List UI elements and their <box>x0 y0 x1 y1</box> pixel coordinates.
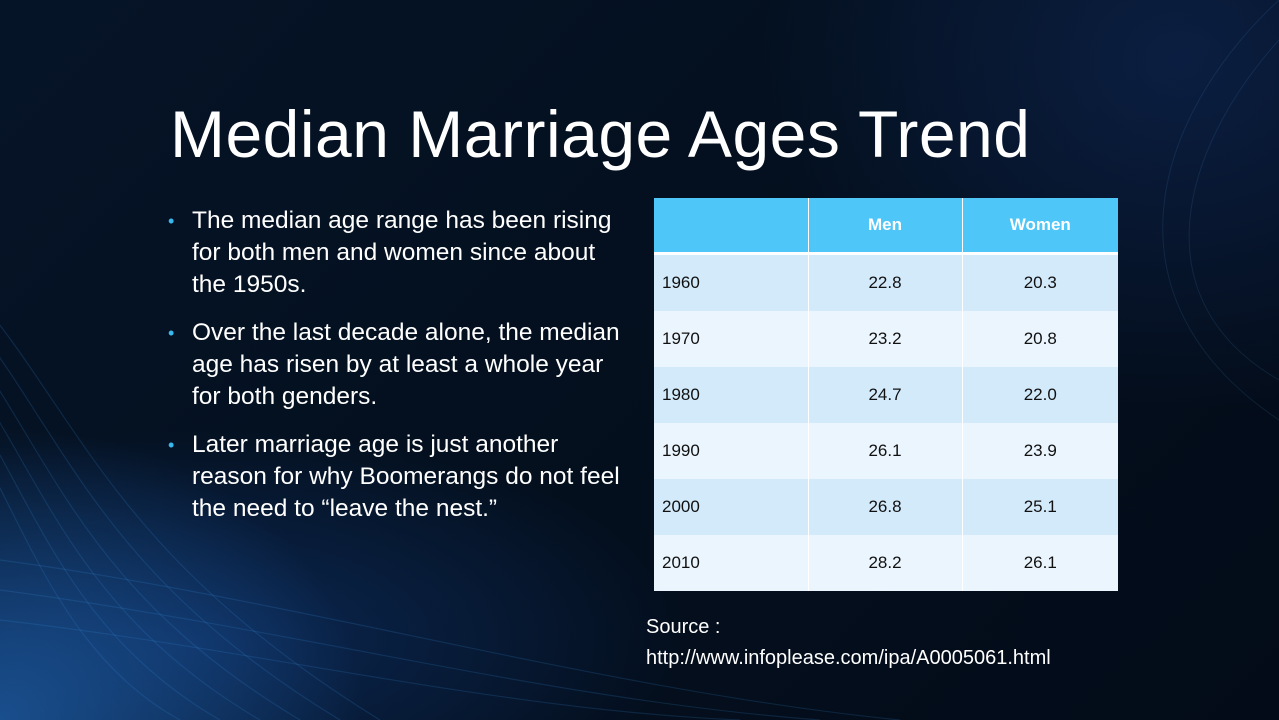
table-row: 1980 24.7 22.0 <box>654 367 1118 423</box>
table-cell-men: 24.7 <box>807 367 962 423</box>
table-row: 2010 28.2 26.1 <box>654 535 1118 591</box>
table-cell-year: 1970 <box>654 311 808 367</box>
table-cell-men: 28.2 <box>807 535 962 591</box>
marriage-age-table: Men Women 1960 22.8 20.3 1970 23.2 20.8 … <box>654 198 1118 591</box>
table-cell-year: 1980 <box>654 367 808 423</box>
table-cell-women: 22.0 <box>961 367 1118 423</box>
table-cell-men: 22.8 <box>807 253 962 311</box>
bullet-item: • The median age range has been rising f… <box>166 205 626 301</box>
table-cell-men: 26.8 <box>807 479 962 535</box>
table-cell-women: 23.9 <box>961 423 1118 479</box>
bullet-dot-icon: • <box>168 211 175 231</box>
table-header-cell <box>654 198 808 254</box>
bullet-item: • Later marriage age is just another rea… <box>166 429 626 525</box>
table-cell-women: 25.1 <box>961 479 1118 535</box>
table-cell-women: 20.8 <box>961 311 1118 367</box>
table-cell-year: 2010 <box>654 535 808 591</box>
source-label: Source : <box>646 616 721 638</box>
slide-title: Median Marriage Ages Trend <box>170 97 1031 171</box>
table-header-cell: Women <box>961 198 1118 254</box>
table-row: 1990 26.1 23.9 <box>654 423 1118 479</box>
table-cell-women: 20.3 <box>961 253 1118 311</box>
table-row: 1960 22.8 20.3 <box>654 253 1118 311</box>
table-cell-year: 2000 <box>654 479 808 535</box>
table-header-row: Men Women <box>654 198 1118 254</box>
table-header-cell: Men <box>807 198 962 254</box>
table-cell-women: 26.1 <box>961 535 1118 591</box>
source-citation: Source : http://www.infoplease.com/ipa/A… <box>646 612 1051 674</box>
table-cell-men: 23.2 <box>807 311 962 367</box>
bullet-dot-icon: • <box>168 435 175 455</box>
bullet-text: The median age range has been rising for… <box>192 207 612 298</box>
bullet-text: Over the last decade alone, the median a… <box>192 319 620 410</box>
table-row: 2000 26.8 25.1 <box>654 479 1118 535</box>
source-url: http://www.infoplease.com/ipa/A0005061.h… <box>646 647 1051 669</box>
table-cell-year: 1990 <box>654 423 808 479</box>
bullet-list: • The median age range has been rising f… <box>166 205 626 541</box>
table-cell-men: 26.1 <box>807 423 962 479</box>
table-cell-year: 1960 <box>654 253 808 311</box>
bullet-text: Later marriage age is just another reaso… <box>192 431 620 522</box>
table-row: 1970 23.2 20.8 <box>654 311 1118 367</box>
bullet-dot-icon: • <box>168 323 175 343</box>
bullet-item: • Over the last decade alone, the median… <box>166 317 626 413</box>
